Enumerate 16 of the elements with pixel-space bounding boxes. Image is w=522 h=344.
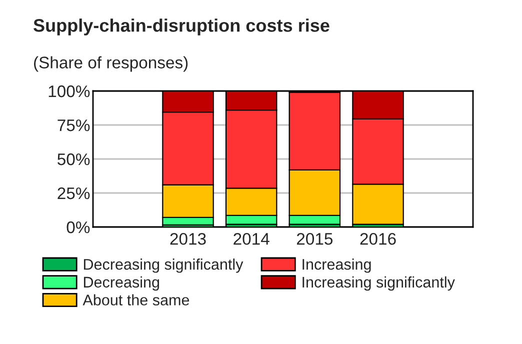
y-tick-label: 25% bbox=[58, 187, 90, 200]
legend-label: Decreasing significantly bbox=[84, 258, 244, 273]
y-tick-label: 0% bbox=[66, 221, 90, 234]
y-tick-label: 100% bbox=[48, 85, 90, 98]
chart-subtitle: (Share of responses) bbox=[34, 56, 188, 72]
legend-label: Decreasing bbox=[84, 276, 160, 291]
legend-label: Increasing significantly bbox=[302, 276, 455, 291]
y-tick-label: 50% bbox=[58, 153, 90, 166]
x-tick-label: 2013 bbox=[170, 232, 206, 245]
x-tick-label: 2014 bbox=[234, 232, 270, 245]
y-tick-label: 75% bbox=[58, 119, 90, 132]
x-tick-label: 2016 bbox=[360, 232, 396, 245]
legend-label: Increasing bbox=[302, 258, 371, 273]
legend-label: About the same bbox=[82, 294, 190, 306]
x-tick-label: 2015 bbox=[296, 232, 333, 245]
chart-title: Supply-chain-disruption costs rise bbox=[34, 18, 330, 36]
